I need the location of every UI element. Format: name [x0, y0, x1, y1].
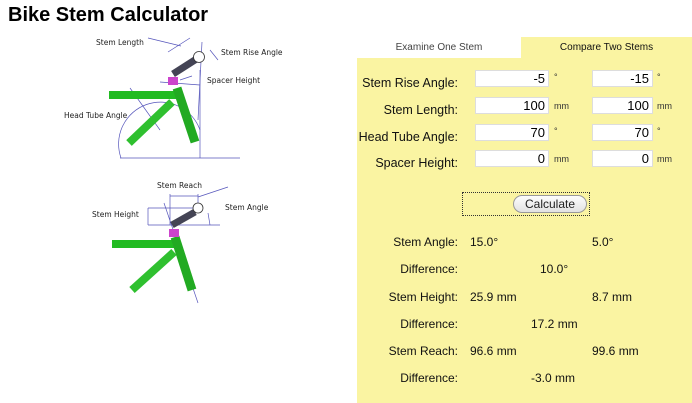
stem-diagram-geometry: Stem Length Stem Rise Angle Spacer Heigh…: [64, 37, 283, 159]
head-tube-angle-label: Head Tube Angle: [64, 111, 128, 120]
down-tube: [129, 249, 177, 293]
stem-reach-difference: -3.0 mm: [531, 371, 576, 385]
stem-length-label: Stem Length: [96, 38, 144, 47]
tab-examine-one-stem[interactable]: Examine One Stem: [357, 37, 521, 58]
stem-length-input-a[interactable]: [475, 97, 549, 114]
head-tube-angle-input-a[interactable]: [475, 124, 549, 141]
difference-label: Difference:: [400, 371, 458, 385]
stem-reach-label: Stem Reach: [157, 181, 202, 190]
page-title: Bike Stem Calculator: [8, 4, 209, 26]
stem-angle-b: 5.0°: [592, 235, 614, 249]
unit-mm: mm: [554, 101, 569, 111]
tab-compare-two-stems[interactable]: Compare Two Stems: [521, 37, 692, 58]
stem-height-difference: 17.2 mm: [531, 317, 578, 331]
head-tube: [172, 86, 200, 144]
spacer: [169, 229, 179, 237]
spacer-height-input-a[interactable]: [475, 150, 549, 167]
unit-degree: °: [657, 72, 661, 82]
unit-degree: °: [554, 126, 558, 136]
stem: [170, 208, 197, 229]
spacer: [168, 77, 178, 85]
stem-rise-angle-label: Stem Rise Angle: [221, 48, 283, 57]
down-tube: [126, 99, 175, 146]
stem-rise-angle-label: Stem Rise Angle:: [362, 76, 458, 90]
handlebar: [192, 202, 204, 214]
stem-rise-angle-input-a[interactable]: [475, 70, 549, 87]
spacer-height-label: Spacer Height: [207, 76, 260, 85]
head-tube-angle-input-b[interactable]: [592, 124, 653, 141]
stem-angle-difference: 10.0°: [540, 262, 569, 276]
top-tube: [109, 91, 177, 99]
head-tube: [170, 235, 197, 292]
stem-height-result-label: Stem Height:: [388, 290, 458, 304]
reach-diagram-geometry: Stem Reach Stem Height Stem Angle: [92, 181, 269, 304]
unit-mm: mm: [657, 101, 672, 111]
calculate-button[interactable]: Calculate: [513, 195, 587, 213]
stem-height-b: 8.7 mm: [592, 290, 633, 304]
stem-reach-a: 96.6 mm: [470, 344, 517, 358]
unit-mm: mm: [657, 154, 672, 164]
difference-label: Difference:: [400, 317, 458, 331]
unit-mm: mm: [554, 154, 569, 164]
stem-length-label: Stem Length:: [383, 103, 458, 117]
spacer-height-input-b[interactable]: [592, 150, 653, 167]
unit-degree: °: [554, 72, 558, 82]
difference-label: Difference:: [400, 262, 458, 276]
calculate-focus-outline: Calculate: [462, 192, 590, 216]
stem-angle-a: 15.0°: [470, 235, 499, 249]
stem-reach-result-label: Stem Reach:: [388, 344, 458, 358]
stem-angle-label: Stem Angle: [225, 203, 269, 212]
stem-reach-b: 99.6 mm: [592, 344, 639, 358]
unit-degree: °: [657, 126, 661, 136]
stem-length-input-b[interactable]: [592, 97, 653, 114]
top-tube: [112, 240, 177, 248]
stem-height-a: 25.9 mm: [470, 290, 517, 304]
stem-rise-angle-input-b[interactable]: [592, 70, 653, 87]
compare-panel: Stem Rise Angle: ° ° Stem Length: mm mm …: [357, 58, 692, 403]
handlebar: [193, 51, 205, 63]
head-tube-angle-label: Head Tube Angle:: [358, 130, 458, 144]
stem: [171, 55, 200, 77]
stem-height-label: Stem Height: [92, 210, 139, 219]
stem-angle-result-label: Stem Angle:: [393, 235, 458, 249]
spacer-height-label: Spacer Height:: [375, 156, 458, 170]
